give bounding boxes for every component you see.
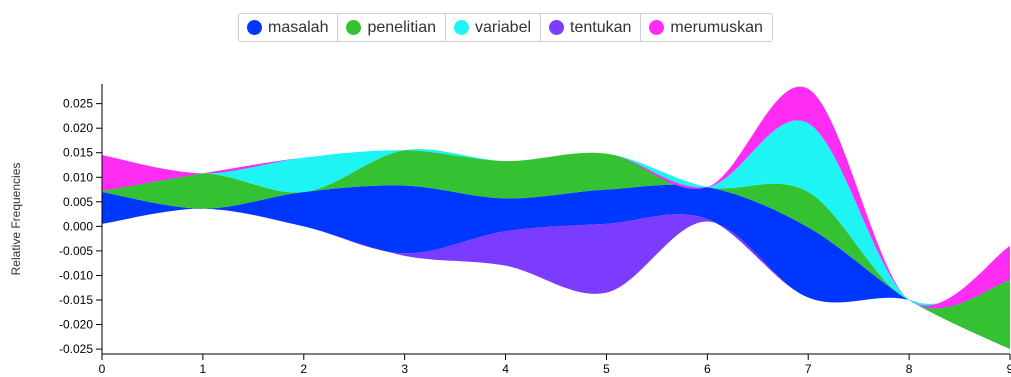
y-tick-label: 0.020 [63,121,93,135]
y-tick-label: -0.020 [59,318,93,332]
legend-item-masalah[interactable]: masalah [239,14,339,41]
legend-item-tentukan[interactable]: tentukan [541,14,642,41]
y-tick-label: -0.005 [59,244,93,258]
x-tick-label: 3 [401,362,408,376]
x-tick-label: 7 [805,362,812,376]
y-tick-label: -0.015 [59,293,93,307]
legend-item-merumuskan[interactable]: merumuskan [641,14,771,41]
stream-layer-tentukan[interactable] [102,208,1010,350]
legend-label: tentukan [570,18,632,36]
y-tick-label: 0.000 [63,219,93,233]
stream-layers [102,86,1010,350]
y-tick-label: 0.015 [63,146,93,160]
stream-layer-penelitian[interactable] [102,149,1010,350]
y-tick-label: -0.025 [59,342,93,356]
y-tick-label: -0.010 [59,268,93,282]
x-tick-label: 8 [906,362,913,376]
legend-item-variabel[interactable]: variabel [446,14,542,41]
legend-swatch [549,20,565,35]
legend-item-penelitian[interactable]: penelitian [338,14,446,41]
legend-swatch [247,20,262,35]
x-tick-label: 2 [300,362,307,376]
chart-legend: masalah penelitian variabel tentukan merumus… [238,13,773,42]
x-tick-label: 0 [99,362,106,376]
x-tick-label: 5 [603,362,610,376]
y-tick-label: 0.010 [63,170,93,184]
x-tick-label: 1 [200,362,207,376]
x-tick-label: 4 [502,362,509,376]
legend-swatch [346,20,362,35]
x-tick-label: 9 [1007,362,1011,376]
legend-label: variabel [474,18,532,36]
x-tick-label: 6 [704,362,711,376]
stream-layer-masalah[interactable] [102,184,1010,350]
y-tick-label: 0.025 [63,97,93,111]
axes: 0.025 0.020 0.015 0.010 0.005 0.000 -0.005 -0.0… [9,84,1011,376]
legend-swatch [649,20,665,35]
legend-swatch [453,20,469,35]
y-tick-label: 0.005 [63,195,93,209]
legend-label: masalah [268,18,329,36]
y-axis-title: Relative Frequencies [9,163,23,276]
legend-label: merumuskan [670,18,763,36]
legend-label: penelitian [367,18,436,36]
stream-layer-variabel[interactable] [102,120,1010,309]
